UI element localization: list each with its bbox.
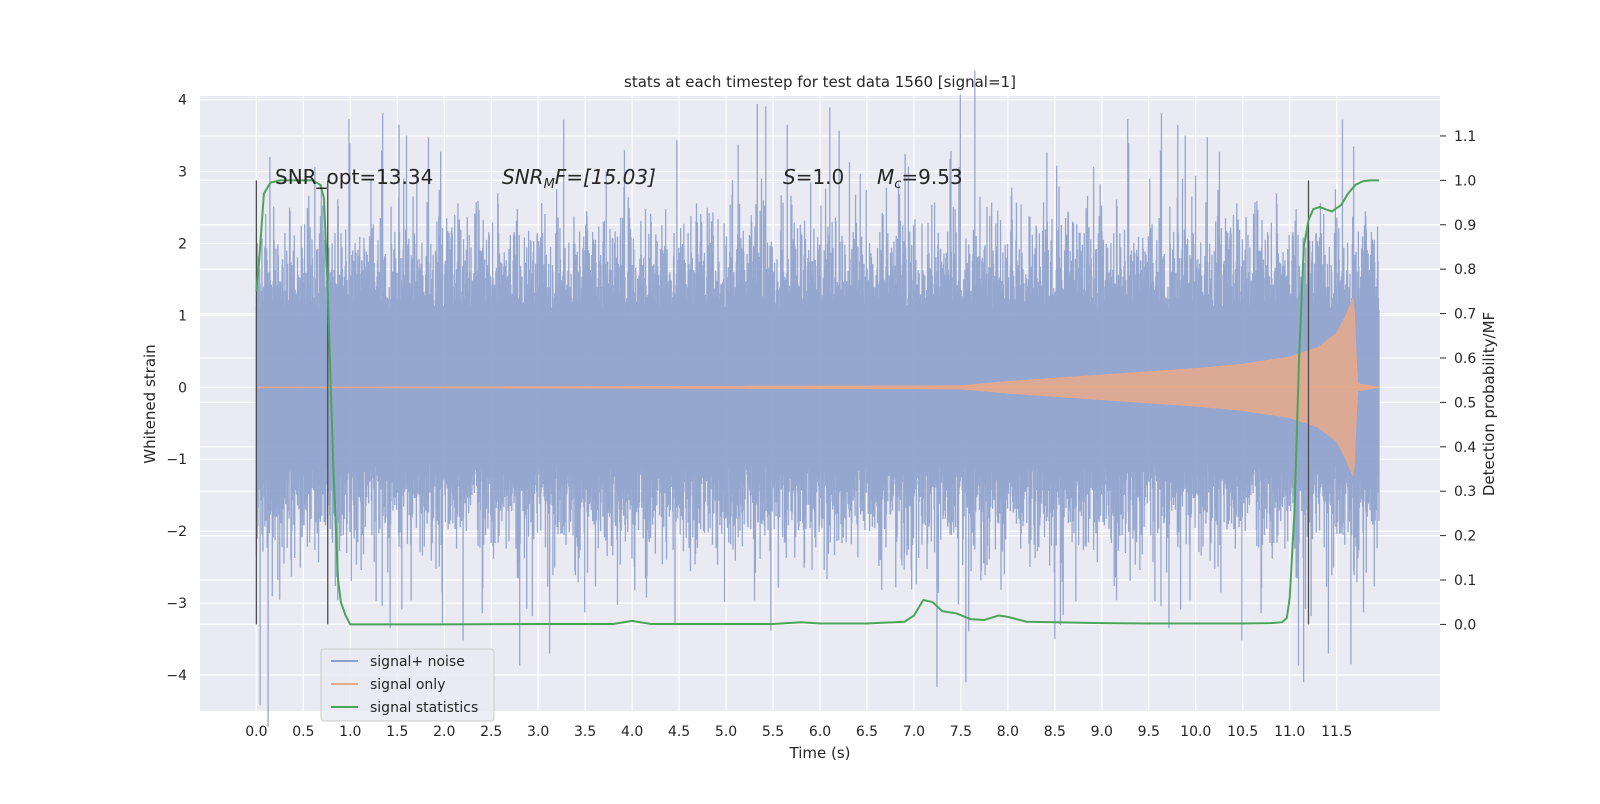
x-tick-label: 10.0 [1180, 724, 1211, 740]
legend-label-signal-noise: signal+ noise [370, 654, 465, 670]
legend: signal+ noise signal only signal statist… [320, 648, 495, 722]
x-tick-label: 1.0 [339, 724, 361, 740]
x-tick-label: 7.5 [950, 724, 972, 740]
y2-tick-label: 0.5 [1454, 395, 1476, 411]
mc-rest: =9.53 [901, 165, 962, 189]
y-tick-label: 3 [178, 165, 187, 181]
y2-tick-label: 0.1 [1454, 573, 1476, 589]
x-tick-label: 6.0 [809, 724, 831, 740]
y2-tick-label: 1.1 [1454, 129, 1476, 145]
vertical-markers [255, 180, 1310, 625]
y-tick-label: −2 [166, 524, 187, 540]
x-tick-label: 9.5 [1138, 724, 1160, 740]
x-axis-label: Time (s) [789, 744, 851, 762]
s-italic: S [783, 165, 796, 189]
snr-mf-subscript: M [544, 177, 555, 192]
signal-statistics-line [255, 179, 1379, 626]
x-tick-label: 2.5 [480, 724, 502, 740]
x-tick-label: 10.5 [1227, 724, 1258, 740]
legend-box [320, 648, 495, 722]
y2-axis-label: Detection probability/MF [1480, 312, 1498, 496]
y2-tick-label: 0.6 [1454, 351, 1476, 367]
x-tick-label: 5.5 [762, 724, 784, 740]
signal-statistics-series [255, 179, 1379, 626]
mc-italic: M [877, 165, 894, 189]
y2-tick-label: 0.3 [1454, 484, 1476, 500]
snr-mf-annotation: SNRMF=[15.03] [502, 165, 656, 192]
y-tick-label: −1 [166, 452, 187, 468]
y-tick-labels: 4 3 2 1 0 −1 −2 −3 −4 [166, 93, 187, 684]
x-tick-labels: 0.0 0.5 1.0 1.5 2.0 2.5 3.0 3.5 4.0 4.5 5.0 5.5 6.0 6… [245, 724, 1352, 740]
y-tick-label: −3 [166, 596, 187, 612]
x-tick-label: 4.0 [621, 724, 643, 740]
y2-tick-label: 1.0 [1454, 173, 1476, 189]
y2-tick-label: 0.0 [1454, 617, 1476, 633]
y2-tick-label: 0.7 [1454, 307, 1476, 323]
snr-mf-rest: F=[15.03] [555, 165, 656, 189]
snr-opt-annotation: SNR_opt=13.34 [275, 165, 433, 189]
chart-title: stats at each timestep for test data 156… [624, 73, 1016, 91]
x-tick-label: 2.0 [433, 724, 455, 740]
x-tick-label: 1.5 [386, 724, 408, 740]
y2-tick-label: 0.8 [1454, 262, 1476, 278]
y2-tick-labels: 1.1 1.0 0.9 0.8 0.7 0.6 0.5 0.4 0.3 0.2 0.1 0.0 [1440, 129, 1476, 633]
x-tick-label: 6.5 [856, 724, 878, 740]
x-tick-label: 0.5 [292, 724, 314, 740]
y-tick-label: 4 [178, 93, 187, 109]
mc-subscript: c [894, 177, 901, 192]
x-tick-label: 4.5 [668, 724, 690, 740]
x-tick-label: 7.0 [903, 724, 925, 740]
x-tick-label: 9.0 [1091, 724, 1113, 740]
s-annotation: S=1.0 [783, 165, 844, 189]
mc-annotation: Mc=9.53 [877, 165, 963, 192]
y-tick-label: −4 [166, 668, 187, 684]
x-tick-label: 5.0 [715, 724, 737, 740]
y-axis-label: Whitened strain [141, 344, 159, 463]
y2-tick-label: 0.4 [1454, 440, 1476, 456]
x-tick-label: 11.0 [1274, 724, 1305, 740]
legend-label-signal-statistics: signal statistics [370, 700, 478, 716]
x-tick-label: 11.5 [1321, 724, 1352, 740]
x-tick-label: 3.5 [574, 724, 596, 740]
y-tick-label: 0 [178, 380, 187, 396]
snr-mf-italic: SNR [502, 165, 544, 189]
legend-label-signal-only: signal only [370, 677, 445, 693]
y-tick-label: 2 [178, 236, 187, 252]
y-tick-label: 1 [178, 308, 187, 324]
x-tick-label: 3.0 [527, 724, 549, 740]
x-tick-label: 8.5 [1044, 724, 1066, 740]
y2-tick-label: 0.2 [1454, 529, 1476, 545]
x-tick-label: 8.0 [997, 724, 1019, 740]
y2-tick-label: 0.9 [1454, 218, 1476, 234]
s-rest: =1.0 [796, 165, 845, 189]
signal-only-series [256, 297, 1380, 478]
x-tick-label: 0.0 [245, 724, 267, 740]
